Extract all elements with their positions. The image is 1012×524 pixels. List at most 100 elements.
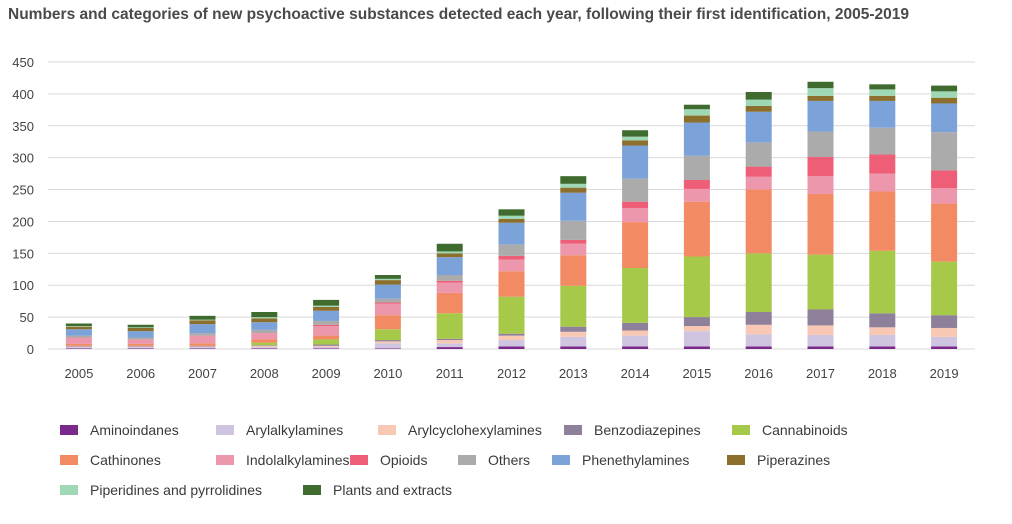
bar-segment-opioids	[745, 166, 772, 177]
legend-swatch	[552, 455, 570, 465]
bar-segment-piperidines-and-pyrrolidines	[869, 89, 896, 96]
bar-segment-cathinones	[622, 222, 649, 269]
legend-swatch	[60, 485, 78, 495]
x-tick-label: 2019	[930, 366, 959, 381]
legend-swatch	[216, 455, 234, 465]
bar-segment-cathinones	[683, 201, 710, 257]
bar-segment-aminoindanes	[869, 346, 896, 349]
bar-segment-arylcyclohexylamines	[683, 326, 710, 332]
y-tick-label: 150	[12, 246, 34, 261]
x-tick-label: 2006	[126, 366, 155, 381]
bar-segment-arylalkylamines	[807, 334, 834, 347]
bar-segment-benzodiazepines	[127, 345, 154, 347]
bar-segment-others	[869, 127, 896, 155]
bar-segment-phenethylamines	[65, 329, 92, 336]
bar-segment-phenethylamines	[498, 222, 525, 245]
bar-segment-piperazines	[622, 140, 649, 146]
bar-segment-phenethylamines	[745, 111, 772, 143]
legend-label: Piperazines	[757, 452, 831, 468]
bar-segment-plants-and-extracts	[931, 85, 958, 92]
y-tick-label: 250	[12, 183, 34, 198]
bar-segment-phenethylamines	[931, 103, 958, 133]
x-tick-label: 2017	[806, 366, 835, 381]
bar-segment-opioids	[622, 201, 649, 209]
bar-segment-piperazines	[683, 115, 710, 123]
bar-segment-opioids	[560, 239, 587, 244]
bar-segment-phenethylamines	[251, 322, 278, 330]
y-tick-label: 400	[12, 87, 34, 102]
bar-segment-arylalkylamines	[436, 343, 463, 348]
bar-segment-opioids	[869, 154, 896, 174]
bar-segment-aminoindanes	[251, 348, 278, 349]
bar-segment-benzodiazepines	[869, 313, 896, 328]
bar-segment-piperidines-and-pyrrolidines	[498, 215, 525, 219]
bar-segment-benzodiazepines	[745, 312, 772, 325]
legend-item: Opioids	[350, 452, 427, 468]
bar-segment-cathinones	[436, 292, 463, 314]
bar-segment-cathinones	[869, 191, 896, 251]
x-tick-label: 2014	[621, 366, 650, 381]
bar-segment-others	[127, 337, 154, 340]
bar-segment-cathinones	[189, 343, 216, 346]
legend-item: Phenethylamines	[552, 452, 689, 468]
bar-segment-indolalkylamines	[807, 176, 834, 195]
bar-segment-phenethylamines	[374, 284, 401, 299]
legend-item: Others	[458, 452, 530, 468]
bar-segment-others	[313, 320, 340, 325]
bar-segment-cathinones	[127, 343, 154, 346]
bar-segment-aminoindanes	[560, 346, 587, 349]
bar-segment-arylcyclohexylamines	[251, 345, 278, 348]
bar-segment-others	[251, 329, 278, 334]
bar-segment-plants-and-extracts	[313, 299, 340, 306]
bar-segment-piperazines	[931, 97, 958, 104]
bar-segment-aminoindanes	[313, 348, 340, 349]
bar-segment-indolalkylamines	[189, 335, 216, 344]
bar-segment-others	[745, 142, 772, 167]
bar-segment-plants-and-extracts	[683, 104, 710, 110]
x-tick-label: 2009	[312, 366, 341, 381]
bar-segment-aminoindanes	[807, 346, 834, 349]
bar-segment-aminoindanes	[127, 348, 154, 349]
bar-segment-aminoindanes	[189, 348, 216, 349]
bar-segment-others	[498, 244, 525, 256]
y-tick-label: 50	[20, 310, 34, 325]
legend-item: Cathinones	[60, 452, 161, 468]
bar-segment-opioids	[313, 324, 340, 327]
bar-segment-opioids	[374, 302, 401, 304]
legend-label: Plants and extracts	[333, 482, 453, 498]
legend-label: Arylalkylamines	[246, 422, 344, 438]
bar-segment-plants-and-extracts	[807, 81, 834, 89]
bar-segment-aminoindanes	[436, 347, 463, 349]
bar-segment-plants-and-extracts	[745, 91, 772, 100]
x-tick-label: 2011	[436, 366, 464, 381]
bar-segment-indolalkylamines	[745, 176, 772, 190]
bar-segment-cathinones	[560, 255, 587, 286]
bar-segment-piperazines	[498, 218, 525, 223]
x-tick-label: 2005	[64, 366, 93, 381]
bar-segment-indolalkylamines	[313, 326, 340, 336]
bar-segment-others	[560, 220, 587, 240]
legend-swatch	[378, 425, 396, 435]
bar-segment-piperidines-and-pyrrolidines	[931, 91, 958, 98]
legend-label: Benzodiazepines	[594, 422, 701, 438]
bar-segment-cannabinoids	[683, 256, 710, 318]
bar-segment-piperazines	[127, 327, 154, 332]
legend-label: Aminoindanes	[90, 422, 179, 438]
bar-segment-arylcyclohexylamines	[65, 346, 92, 348]
bar-segment-piperidines-and-pyrrolidines	[189, 319, 216, 321]
bar-segment-others	[436, 275, 463, 281]
legend-label: Piperidines and pyrrolidines	[90, 482, 262, 498]
bar-segment-arylcyclohexylamines	[560, 331, 587, 337]
bar-segment-plants-and-extracts	[374, 275, 401, 279]
bar-segment-phenethylamines	[622, 145, 649, 179]
bar-segment-cathinones	[251, 339, 278, 343]
bar-segment-piperazines	[374, 280, 401, 285]
legend-label: Phenethylamines	[582, 452, 690, 468]
bar-segment-plants-and-extracts	[622, 130, 649, 137]
x-tick-label: 2018	[868, 366, 897, 381]
bar-segment-arylalkylamines	[313, 347, 340, 349]
legend-label: Cannabinoids	[762, 422, 848, 438]
legend-swatch	[564, 425, 582, 435]
x-tick-label: 2010	[373, 366, 402, 381]
bar-segment-benzodiazepines	[251, 345, 278, 346]
